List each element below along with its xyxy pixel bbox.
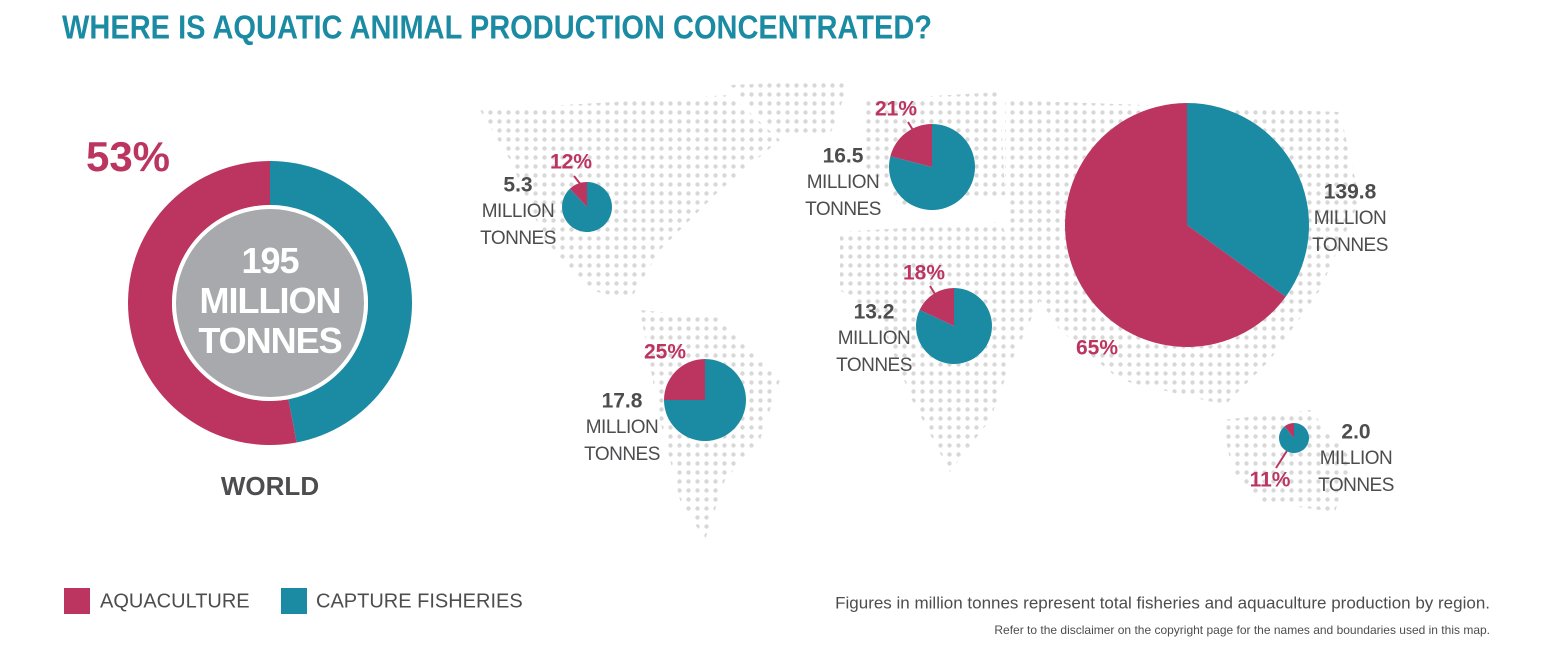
region-label: WORLD [221,471,319,501]
unit-label: MILLION TONNES [198,280,342,361]
unit-label: MILLION TONNES [805,172,881,220]
pie-slice [664,359,705,400]
percent-label: 12% [550,151,592,174]
unit-label: MILLION TONNES [836,328,912,376]
pie-slice [1187,103,1309,297]
total-label: 17.8 [602,390,643,413]
unit-label: MILLION TONNES [1318,448,1394,496]
unit-box: MILLION TONNES [584,417,660,465]
unit-box: MILLION TONNES [480,201,556,249]
percent-label: 25% [644,341,686,364]
total-label: 195 [241,241,299,281]
unit-box: MILLION TONNES [1318,448,1394,496]
legend-label: AQUACULTURE [100,590,250,612]
percent-label: 53% [86,133,170,180]
percent-label: 21% [875,98,917,121]
title: WHERE IS AQUATIC ANIMAL PRODUCTION CONCE… [62,9,932,46]
total-label: 16.5 [823,145,864,168]
unit-label: MILLION TONNES [584,417,660,465]
pie-slice [1065,102,1286,347]
unit-label: MILLION TONNES [1312,208,1388,256]
unit-box: MILLION TONNES [805,172,881,220]
percent-label: 65% [1076,337,1118,360]
note: Refer to the disclaimer on the copyright… [994,623,1490,637]
donut-segment [270,161,413,443]
percent-label: 18% [903,262,945,285]
center-circle [172,205,368,401]
total-label: 139.8 [1324,181,1377,204]
center-text: 195 MILLION TONNES [180,241,360,361]
pie-slice [890,124,932,167]
percent-label: 11% [1250,469,1291,492]
legend-label: CAPTURE FISHERIES [316,590,523,612]
note: Figures in million tonnes represent tota… [835,593,1490,612]
total-label: 5.3 [503,174,532,197]
unit-box: MILLION TONNES [836,328,912,376]
unit-label: MILLION TONNES [480,201,556,249]
total-label: 2.0 [1341,421,1370,444]
legend-swatch [281,588,307,614]
pie-slice [569,182,587,207]
pie-slice [919,288,954,326]
donut-segment [128,161,297,445]
total-label: 13.2 [854,301,895,324]
legend-swatch [64,588,90,614]
pie-slice [1284,423,1294,438]
unit-box: MILLION TONNES [1312,208,1388,256]
